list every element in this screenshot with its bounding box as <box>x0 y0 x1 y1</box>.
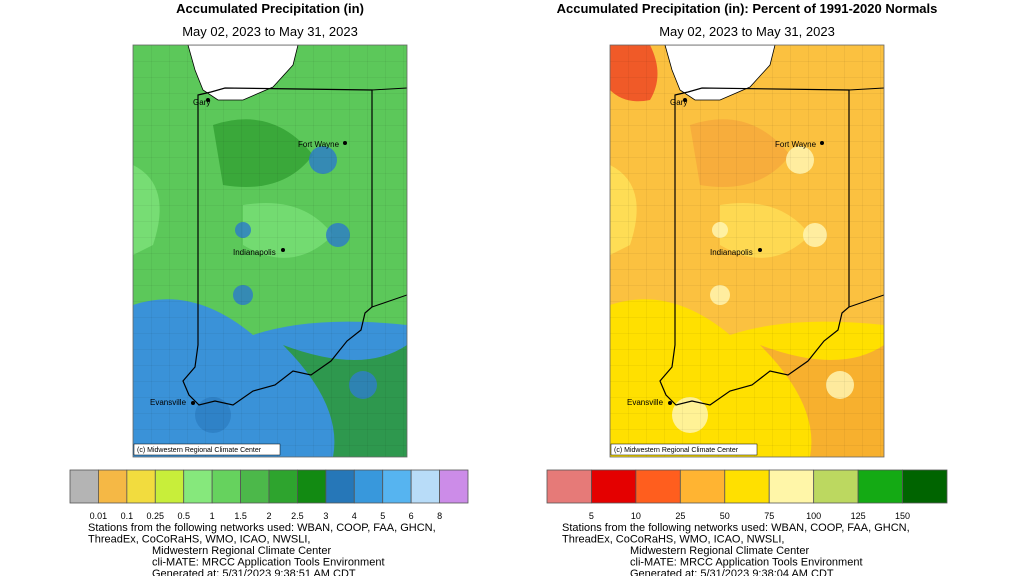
state-outline <box>182 87 373 406</box>
legend-swatch <box>902 469 948 504</box>
legend-label: 150 <box>895 511 910 521</box>
legend-label: 100 <box>806 511 821 521</box>
city-dot <box>281 248 285 252</box>
legend-label: 3 <box>323 511 328 521</box>
legend-swatch <box>813 469 859 504</box>
credit: (c) Midwestern Regional Climate Center <box>614 447 739 454</box>
legend-swatch <box>591 469 637 504</box>
legend-swatch <box>410 469 440 504</box>
legend-swatch <box>857 469 903 504</box>
legend-swatch <box>382 469 412 504</box>
legend-label: 0.25 <box>147 511 165 521</box>
city-dot <box>191 401 195 405</box>
city-dot <box>683 98 687 102</box>
legend-label: 75 <box>764 511 774 521</box>
footer-line: Stations from the following networks use… <box>88 522 436 534</box>
legend-label: 8 <box>437 511 442 521</box>
legend-swatch <box>768 469 815 504</box>
legend-label: 0.1 <box>121 511 134 521</box>
footer-line: Midwestern Regional Climate Center <box>152 545 331 557</box>
legend-swatch <box>679 469 726 504</box>
city-dot <box>820 141 824 145</box>
city-label: Gary <box>670 98 687 107</box>
counties <box>610 45 884 457</box>
legend-swatch <box>635 469 681 504</box>
legend-swatch <box>240 469 270 504</box>
counties <box>133 45 407 457</box>
legend-swatch <box>325 469 355 504</box>
legend-swatch <box>268 469 298 504</box>
legend-label: 10 <box>631 511 641 521</box>
credit-box <box>133 443 281 456</box>
legend-swatch <box>439 469 469 504</box>
panel-title: Accumulated Precipitation (in): Percent … <box>557 1 938 16</box>
city-label: Fort Wayne <box>775 140 817 149</box>
panel-subtitle: May 02, 2023 to May 31, 2023 <box>182 24 358 39</box>
legend-swatch <box>126 469 156 504</box>
legend-label: 0.5 <box>177 511 190 521</box>
legend-swatch <box>98 469 128 504</box>
map-frame <box>132 44 408 458</box>
credit-box <box>610 443 758 456</box>
legend-label: 125 <box>851 511 866 521</box>
city-dot <box>206 98 210 102</box>
city-label: Indianapolis <box>233 248 276 257</box>
city-label: Evansville <box>627 398 664 407</box>
legend-swatch <box>724 469 770 504</box>
city-label: Gary <box>193 98 210 107</box>
neighbor-lines <box>848 87 884 308</box>
lake <box>664 45 776 101</box>
city-label: Indianapolis <box>710 248 753 257</box>
city-dot <box>758 248 762 252</box>
city-label: Fort Wayne <box>298 140 340 149</box>
footer-line: ThreadEx, CoCoRaHS, WMO, ICAO, NWSLI, <box>88 534 311 546</box>
state-outline <box>659 87 850 406</box>
legend-label: 5 <box>380 511 385 521</box>
map-frame <box>609 44 885 458</box>
legend-swatch <box>69 469 99 504</box>
panel-subtitle: May 02, 2023 to May 31, 2023 <box>659 24 835 39</box>
legend-swatch <box>211 469 241 504</box>
legend-label: 5 <box>589 511 594 521</box>
map: Gary Fort Wayne Indianapolis Evansville (c) … <box>133 45 407 457</box>
legend-label: 0.01 <box>90 511 108 521</box>
footer-line: ThreadEx, CoCoRaHS, WMO, ICAO, NWSLI, <box>562 534 785 546</box>
footer-line: cli-MATE: MRCC Application Tools Environ… <box>630 557 863 569</box>
neighbor-lines <box>371 87 407 308</box>
legend-label: 2 <box>266 511 271 521</box>
legend-swatch <box>353 469 384 504</box>
legend-label: 25 <box>675 511 685 521</box>
footer-line: Generated at: 5/31/2023 9:38:04 AM CDT <box>630 568 834 576</box>
panel-title: Accumulated Precipitation (in) <box>176 1 364 16</box>
footer-line: Midwestern Regional Climate Center <box>630 545 809 557</box>
city-label: Evansville <box>150 398 187 407</box>
credit: (c) Midwestern Regional Climate Center <box>137 447 262 454</box>
legend-label: 50 <box>720 511 730 521</box>
footer-line: cli-MATE: MRCC Application Tools Environ… <box>152 557 385 569</box>
legend-swatch <box>154 469 185 504</box>
legend-label: 4 <box>352 511 357 521</box>
city-dot <box>343 141 347 145</box>
map: Gary Fort Wayne Indianapolis Evansville (c) … <box>610 45 884 457</box>
legend-swatch <box>297 469 327 504</box>
legend-label: 2.5 <box>291 511 304 521</box>
legend-swatch <box>546 469 592 504</box>
lake <box>187 45 299 101</box>
legend-label: 1.5 <box>234 511 247 521</box>
legend-label: 1 <box>210 511 215 521</box>
legend-label: 6 <box>409 511 414 521</box>
legend-swatch <box>183 469 213 504</box>
footer-line: Stations from the following networks use… <box>562 522 910 534</box>
footer-line: Generated at: 5/31/2023 9:38:51 AM CDT <box>152 568 356 576</box>
city-dot <box>668 401 672 405</box>
